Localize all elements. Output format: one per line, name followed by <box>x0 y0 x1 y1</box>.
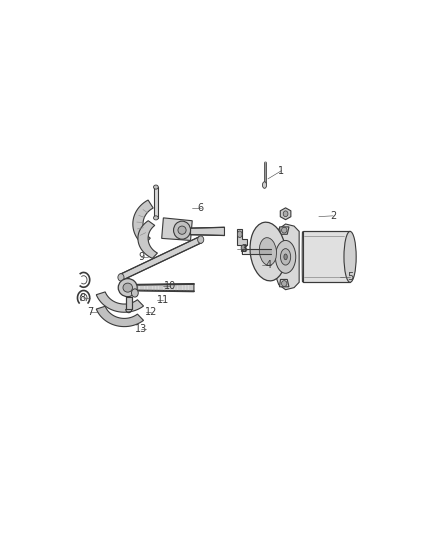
Polygon shape <box>191 227 224 236</box>
Polygon shape <box>237 229 247 245</box>
Text: 4: 4 <box>265 260 272 270</box>
Polygon shape <box>138 221 157 259</box>
Polygon shape <box>136 284 194 292</box>
Polygon shape <box>154 187 158 218</box>
Text: 10: 10 <box>164 280 176 290</box>
Polygon shape <box>96 292 144 312</box>
Ellipse shape <box>276 240 296 273</box>
Ellipse shape <box>284 254 287 260</box>
Ellipse shape <box>283 211 288 216</box>
Polygon shape <box>279 279 289 287</box>
Ellipse shape <box>173 221 191 239</box>
Text: 13: 13 <box>135 324 148 334</box>
Ellipse shape <box>154 216 158 220</box>
Ellipse shape <box>282 281 287 286</box>
Text: 6: 6 <box>198 203 204 213</box>
Polygon shape <box>96 306 144 327</box>
Polygon shape <box>303 231 350 282</box>
Ellipse shape <box>123 283 132 292</box>
Polygon shape <box>241 245 245 251</box>
Text: 1: 1 <box>279 166 285 176</box>
Polygon shape <box>162 218 192 240</box>
Text: 11: 11 <box>157 295 170 305</box>
Text: 8: 8 <box>80 293 86 303</box>
Ellipse shape <box>282 227 287 233</box>
Ellipse shape <box>259 238 276 265</box>
Ellipse shape <box>178 226 186 235</box>
Polygon shape <box>120 237 202 280</box>
Ellipse shape <box>250 222 286 281</box>
Ellipse shape <box>241 245 245 251</box>
Text: 9: 9 <box>138 252 145 262</box>
Polygon shape <box>279 227 289 235</box>
Text: 12: 12 <box>145 307 158 317</box>
Text: 7: 7 <box>87 307 94 317</box>
Ellipse shape <box>262 182 267 188</box>
Ellipse shape <box>237 231 242 238</box>
Polygon shape <box>126 297 132 309</box>
Text: 3: 3 <box>242 245 248 254</box>
Ellipse shape <box>131 289 138 297</box>
Text: 2: 2 <box>330 211 336 221</box>
Ellipse shape <box>198 236 204 243</box>
Ellipse shape <box>118 273 124 281</box>
Ellipse shape <box>280 248 291 265</box>
Ellipse shape <box>118 279 137 297</box>
Text: 5: 5 <box>347 272 353 282</box>
Ellipse shape <box>344 231 356 282</box>
Polygon shape <box>276 224 299 290</box>
Polygon shape <box>280 208 291 220</box>
Polygon shape <box>133 200 153 245</box>
Ellipse shape <box>154 185 158 189</box>
